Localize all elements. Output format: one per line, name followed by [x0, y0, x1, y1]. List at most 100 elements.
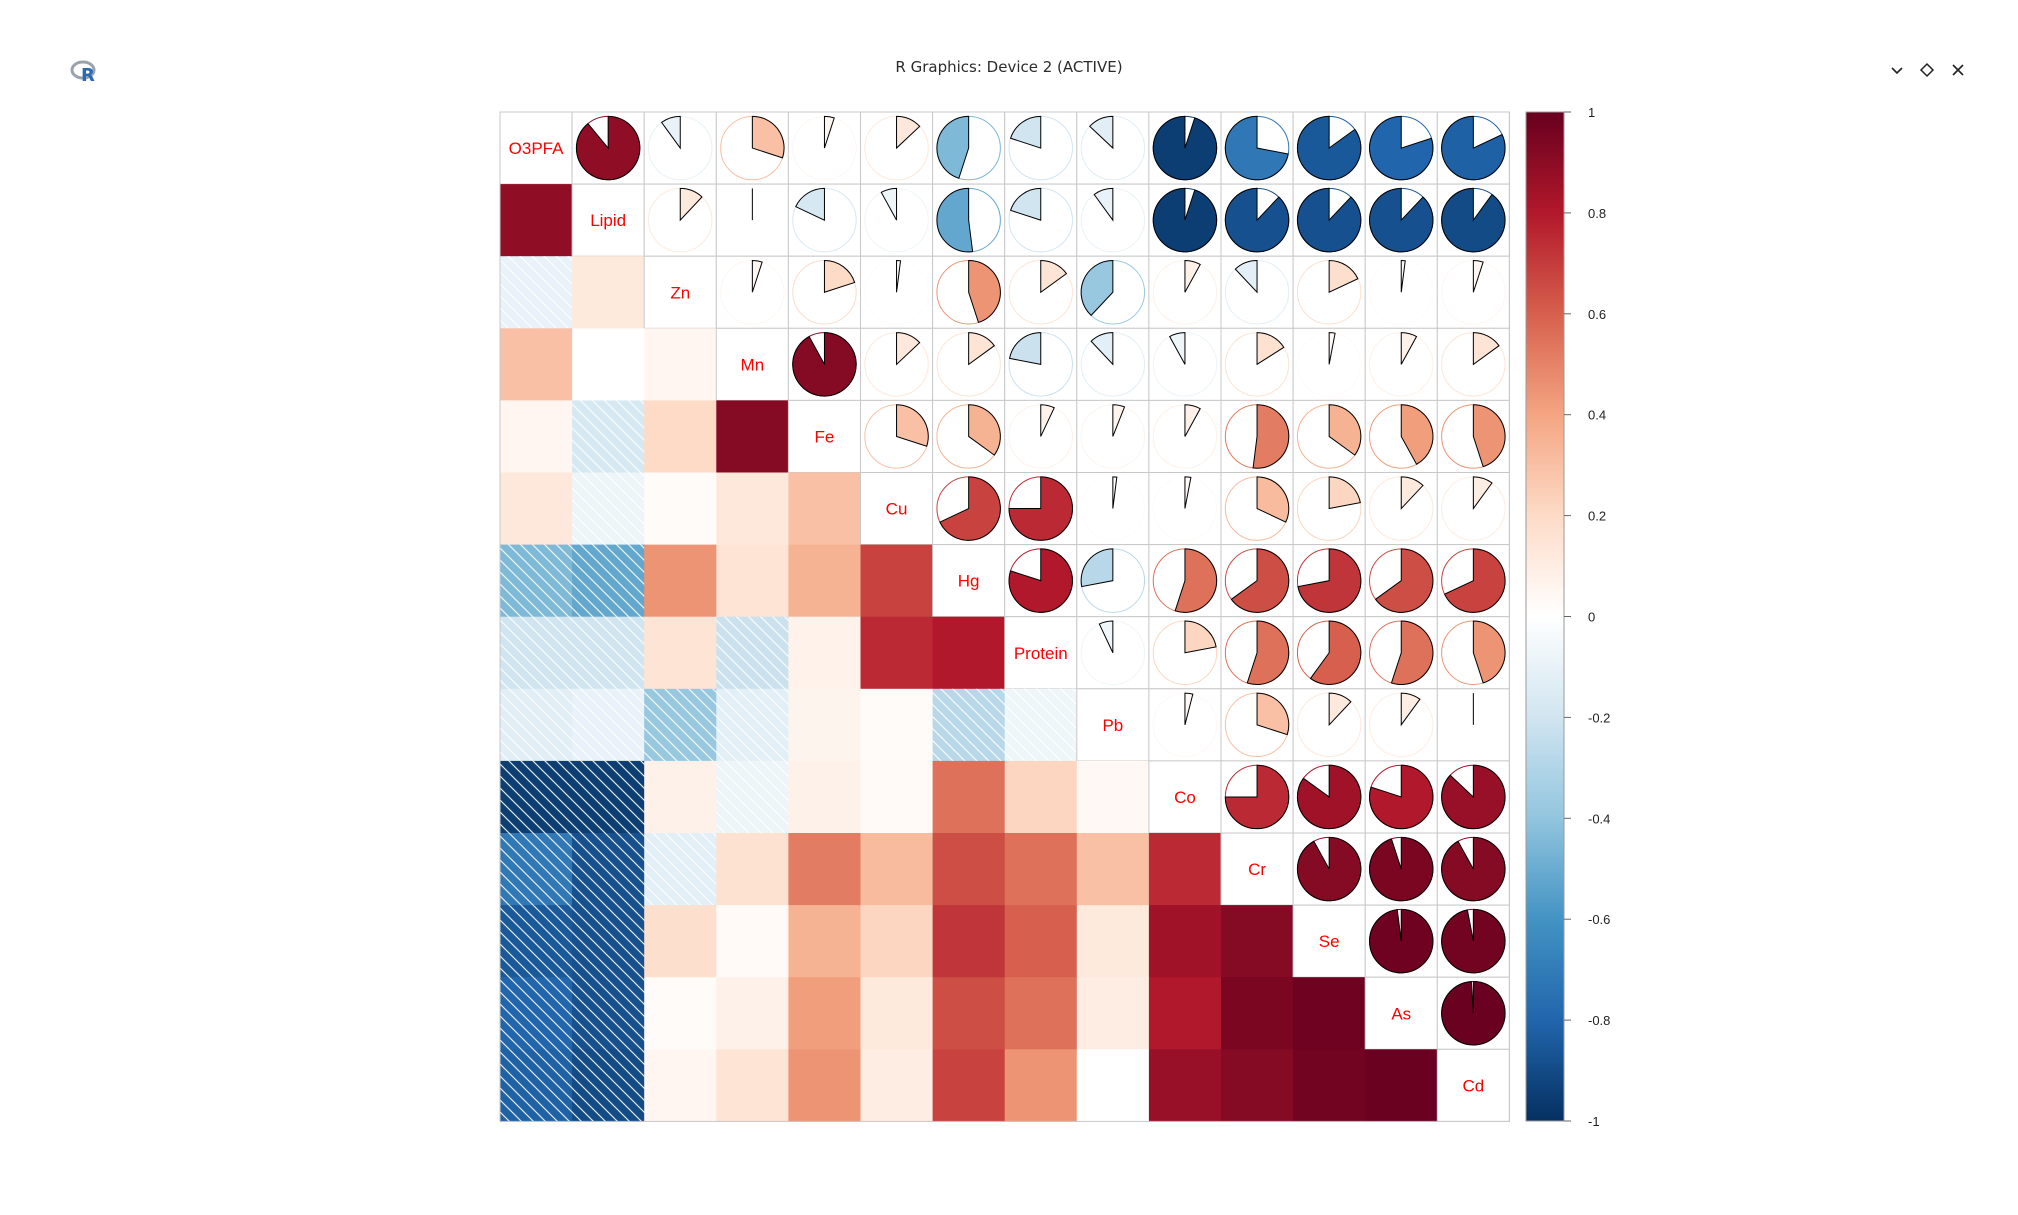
pie-wedge: [880, 187, 898, 221]
pie-wedge: [1297, 548, 1362, 613]
pie-wedge: [1230, 548, 1290, 613]
negative-hatch: [500, 256, 573, 329]
negative-hatch: [500, 833, 573, 906]
variable-label: Cr: [1248, 860, 1266, 879]
pie-wedge: [1441, 764, 1506, 830]
shade-cell: [788, 1049, 862, 1122]
negative-hatch: [572, 905, 645, 978]
negative-hatch: [572, 833, 645, 906]
pie-wedge: [1174, 548, 1218, 613]
pie-wedge: [1400, 692, 1421, 727]
matrix-frame: [499, 111, 1510, 1122]
shade-cell: [1076, 760, 1150, 834]
shade-cell: [1221, 905, 1294, 978]
negative-hatch: [572, 616, 645, 690]
variable-label: Lipid: [590, 211, 626, 230]
shade-cell: [716, 544, 789, 618]
shade-cell: [644, 328, 717, 401]
pie-wedge: [1390, 620, 1434, 685]
pie-wedge: [1256, 476, 1290, 523]
shade-cell: [1221, 977, 1294, 1050]
pie-wedge: [1441, 981, 1506, 1046]
shade-cell: [1148, 977, 1222, 1050]
pie-wedge: [1256, 332, 1285, 366]
pie-wedge: [575, 115, 641, 181]
diagonal-cell: [715, 327, 789, 401]
shade-cell: [644, 400, 717, 474]
shade-cell: [716, 400, 789, 474]
shade-cell: [644, 760, 717, 834]
negative-hatch: [1004, 688, 1078, 762]
pie-wedge: [1008, 548, 1073, 613]
pie-wedge: [751, 115, 785, 159]
shade-cell: [500, 400, 573, 474]
pie-wedge: [1256, 692, 1290, 736]
shade-cell: [644, 616, 717, 690]
shade-cell: [1004, 977, 1078, 1050]
pie-wedge: [1328, 476, 1361, 510]
shade-cell: [1365, 1049, 1438, 1122]
pie-wedge: [823, 115, 835, 149]
pie-wedge: [1009, 332, 1042, 365]
shade-cell: [1293, 1049, 1366, 1122]
pie-wedge: [1400, 404, 1434, 465]
pie-wedge: [792, 332, 857, 397]
pie-wedge: [896, 115, 921, 150]
shade-cell: [500, 184, 573, 257]
pie-wedge: [1080, 260, 1114, 317]
close-icon[interactable]: [1946, 58, 1970, 82]
pie-wedge: [1009, 187, 1042, 221]
restore-icon[interactable]: [1915, 58, 1939, 82]
shade-cell: [644, 977, 717, 1050]
pie-wedge: [1184, 692, 1194, 725]
pie-wedge: [1309, 620, 1362, 685]
pie-wedge: [1369, 187, 1434, 253]
colorbar-tick-label: -0.8: [1588, 1013, 1610, 1028]
shade-cell: [788, 760, 862, 834]
svg-text:R: R: [81, 65, 95, 86]
negative-hatch: [572, 472, 645, 546]
negative-hatch: [572, 544, 645, 618]
shade-cell: [1004, 905, 1078, 978]
colorbar-tick-label: 0.8: [1588, 206, 1606, 221]
window-title: R Graphics: Device 2 (ACTIVE): [895, 58, 1123, 76]
pie-wedge: [1472, 404, 1506, 468]
negative-hatch: [500, 760, 573, 834]
shade-cell: [860, 1049, 934, 1122]
pie-wedge: [1152, 187, 1218, 253]
negative-hatch: [644, 688, 717, 762]
colorbar-tick-label: 0.2: [1588, 509, 1606, 524]
variable-label: Cd: [1462, 1076, 1484, 1095]
negative-hatch: [500, 616, 573, 690]
pie-wedge: [1328, 260, 1359, 294]
shade-cell: [932, 1049, 1006, 1122]
shade-cell: [716, 905, 789, 978]
variable-label: Hg: [958, 572, 980, 591]
pie-wedge: [1246, 620, 1290, 685]
pie-wedge: [1400, 476, 1424, 510]
shade-cell: [788, 905, 862, 978]
variable-label: Fe: [815, 427, 835, 446]
negative-hatch: [500, 688, 573, 762]
pie-wedge: [1296, 115, 1362, 181]
pie-wedge: [1184, 404, 1201, 437]
minimize-icon[interactable]: [1885, 58, 1909, 82]
negative-hatch: [500, 544, 573, 618]
variable-label: O3PFA: [509, 139, 564, 158]
pie-wedge: [751, 260, 763, 293]
pie-wedge: [1008, 476, 1073, 541]
diagonal-cell: [860, 472, 934, 546]
negative-hatch: [716, 760, 789, 834]
negative-hatch: [572, 688, 645, 762]
shade-cell: [716, 472, 789, 546]
shade-cell: [716, 833, 789, 906]
pie-wedge: [1296, 836, 1362, 902]
pie-wedge: [896, 404, 929, 447]
diagonal-cell: [499, 111, 573, 185]
pie-wedge: [1040, 260, 1068, 294]
shade-cell: [788, 544, 862, 618]
pie-wedge: [1152, 115, 1218, 181]
negative-hatch: [500, 977, 573, 1050]
shade-cell: [788, 977, 862, 1050]
